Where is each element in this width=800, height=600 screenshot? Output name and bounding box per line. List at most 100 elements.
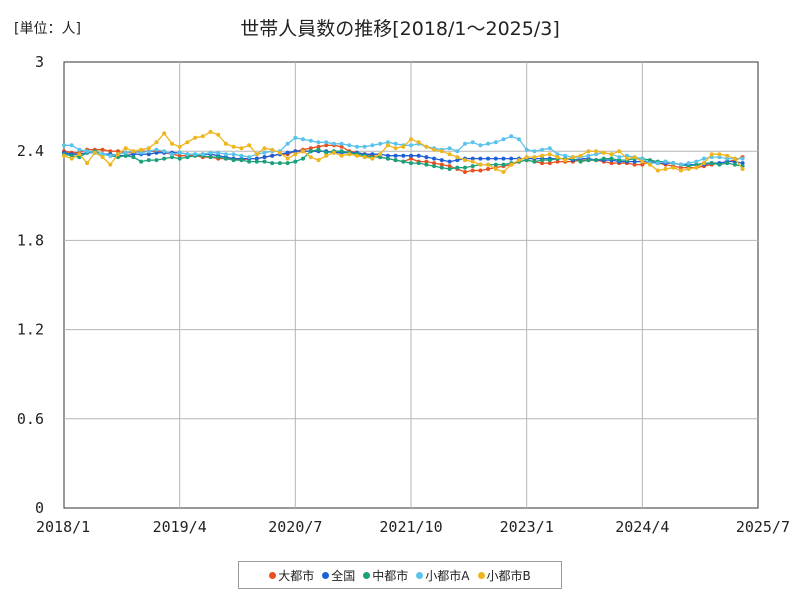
data-point: [385, 156, 390, 161]
data-point: [609, 156, 614, 161]
data-point: [370, 156, 375, 161]
data-point: [740, 156, 745, 161]
data-point: [123, 150, 128, 155]
x-axis-ticks: 2018/1 2019/4 2020/7 2021/10 2023/1 2024/4 202…: [36, 518, 790, 536]
x-tick-label: 2025/7: [736, 518, 790, 536]
data-point: [594, 152, 599, 157]
data-point: [455, 155, 460, 160]
data-point: [424, 162, 429, 167]
data-point: [586, 153, 591, 158]
data-point: [393, 141, 398, 146]
data-point: [355, 144, 359, 149]
data-point: [455, 158, 460, 163]
data-point: [463, 158, 467, 163]
data-point: [717, 152, 722, 157]
data-point: [447, 164, 452, 169]
y-tick-label: 3: [35, 53, 44, 71]
x-tick-label: 2023/1: [500, 518, 554, 536]
data-point: [277, 150, 282, 155]
data-point: [586, 158, 591, 163]
data-point: [308, 155, 313, 160]
data-point: [116, 149, 120, 154]
data-point: [517, 158, 521, 163]
data-point: [362, 144, 367, 149]
data-point: [424, 144, 429, 149]
data-point: [424, 159, 429, 164]
data-point: [285, 150, 290, 155]
data-point: [185, 140, 190, 145]
data-point: [470, 140, 475, 145]
data-point: [493, 162, 498, 167]
data-point: [146, 158, 151, 163]
data-point: [540, 153, 545, 158]
data-point: [123, 153, 128, 158]
data-point: [262, 146, 267, 151]
x-tick-label: 2018/1: [36, 518, 90, 536]
data-point: [740, 167, 745, 171]
data-point: [409, 156, 413, 161]
data-point: [624, 153, 629, 158]
data-point: [131, 152, 136, 157]
data-point: [154, 147, 159, 152]
chart-title: 世帯人員数の推移[2018/1～2025/3]: [240, 18, 560, 40]
legend-label: 小都市A: [425, 568, 470, 583]
data-point: [725, 156, 730, 161]
data-point: [301, 156, 305, 161]
data-point: [686, 161, 691, 166]
data-point: [401, 144, 406, 149]
data-point: [509, 156, 514, 161]
data-point: [223, 152, 228, 157]
legend-swatch: [322, 571, 330, 579]
data-point: [478, 168, 483, 173]
data-point: [262, 155, 267, 160]
data-point: [216, 155, 221, 160]
data-point: [177, 156, 182, 161]
data-point: [162, 156, 167, 161]
data-point: [146, 146, 151, 151]
data-point: [247, 143, 252, 148]
data-point: [108, 153, 113, 158]
data-point: [609, 152, 614, 157]
data-point: [447, 152, 452, 157]
data-point: [555, 159, 560, 164]
data-point: [401, 159, 406, 164]
data-point: [463, 170, 467, 174]
data-point: [92, 150, 97, 155]
data-point: [108, 162, 113, 167]
data-point: [208, 150, 213, 155]
data-point: [601, 150, 606, 155]
data-point: [116, 152, 120, 157]
data-point: [339, 149, 344, 154]
data-point: [154, 150, 159, 155]
data-point: [486, 162, 491, 167]
data-point: [239, 146, 244, 151]
data-point: [231, 152, 236, 157]
y-tick-label: 1.8: [17, 231, 44, 249]
data-point: [100, 155, 105, 160]
data-point: [324, 143, 329, 148]
y-tick-label: 1.2: [17, 321, 44, 339]
data-point: [200, 134, 205, 139]
data-point: [640, 156, 645, 161]
data-point: [247, 159, 252, 164]
data-point: [254, 152, 259, 157]
data-point: [632, 162, 637, 167]
unit-label: [単位：人]: [14, 21, 81, 37]
data-point: [154, 140, 159, 145]
data-point: [331, 141, 336, 146]
data-point: [432, 147, 437, 152]
data-point: [702, 156, 706, 161]
data-point: [655, 168, 660, 173]
data-point: [216, 132, 221, 137]
data-point: [563, 153, 568, 158]
data-point: [239, 158, 244, 163]
data-point: [439, 158, 444, 163]
data-point: [409, 161, 413, 166]
data-point: [439, 165, 444, 170]
data-point: [432, 164, 437, 169]
data-point: [108, 149, 113, 154]
data-point: [470, 168, 475, 173]
y-axis-ticks: 0 0.6 1.2 1.8 2.4 3: [17, 53, 44, 517]
data-point: [355, 153, 359, 158]
data-point: [185, 155, 190, 160]
